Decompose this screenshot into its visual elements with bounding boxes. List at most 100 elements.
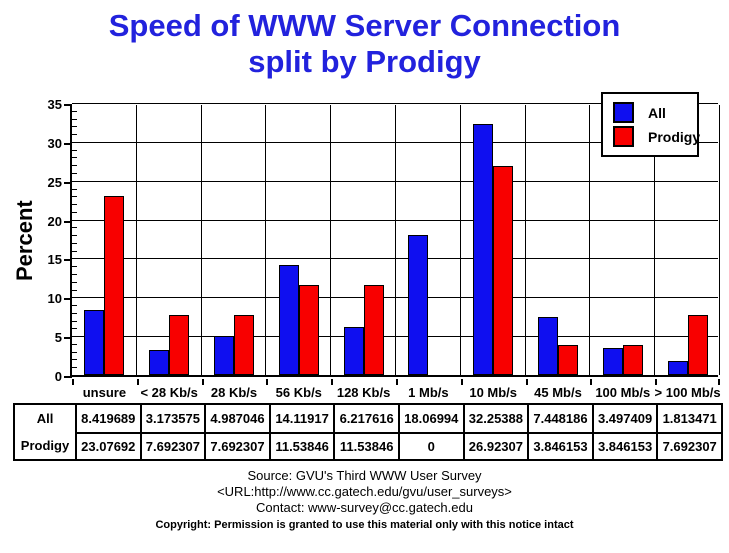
ytick-minor-24 <box>72 188 77 190</box>
chart-title: Speed of WWW Server Connection split by … <box>0 8 729 80</box>
xtick-0 <box>72 379 74 385</box>
ytick-label-15: 15 <box>47 252 62 268</box>
ytick-label-35: 35 <box>47 97 62 112</box>
xtick-7 <box>525 379 528 385</box>
ytick-minor-2 <box>72 359 77 361</box>
legend-swatch-all <box>613 102 634 123</box>
bar-all-5 <box>408 235 429 375</box>
table-cell-prodigy-1: 7.692307 <box>139 432 205 459</box>
bar-all-7 <box>538 317 558 375</box>
xcat-label-0: unsure <box>82 385 127 400</box>
xtick-3 <box>266 379 269 385</box>
xtick-5 <box>396 379 398 385</box>
xtick-6 <box>460 379 463 385</box>
bar-prodigy-0 <box>104 196 125 375</box>
bar-prodigy-7 <box>558 345 578 375</box>
table-cell-all-9: 1.813471 <box>656 405 721 432</box>
gridline-x-3 <box>265 105 267 375</box>
gridline-x-9 <box>654 105 656 375</box>
table-cell-prodigy-5: 0 <box>397 432 463 459</box>
footer-contact: Contact: www-survey@cc.gatech.edu <box>256 500 473 515</box>
gridline-x-4 <box>330 105 332 375</box>
ytick-minor-23 <box>72 196 77 198</box>
xcat-label-9: > 100 Mb/s <box>654 385 721 400</box>
bar-all-0 <box>84 310 105 375</box>
bar-all-8 <box>602 348 623 375</box>
table-cell-prodigy-0: 23.07692 <box>75 432 140 459</box>
legend-entry-prodigy: Prodigy <box>613 126 700 147</box>
table-cell-prodigy-3: 11.53846 <box>268 432 334 459</box>
bar-prodigy-9 <box>687 315 708 375</box>
table-cell-all-6: 32.25388 <box>462 405 528 432</box>
ytick-minor-17 <box>72 242 77 244</box>
bar-prodigy-6 <box>493 166 514 375</box>
xtick-2 <box>201 379 204 385</box>
xcat-label-7: 45 Mb/s <box>534 385 582 400</box>
chart-title-line2: split by Prodigy <box>248 44 481 79</box>
xcat-label-5: 1 Mb/s <box>408 385 449 400</box>
table-row-label-prodigy: Prodigy <box>20 438 70 453</box>
ytick-minor-27 <box>72 165 77 167</box>
ytick-minor-1 <box>72 367 77 369</box>
xcat-label-8: 100 Mb/s <box>595 385 651 400</box>
ytick-minor-12 <box>72 281 77 283</box>
table-cell-prodigy-9: 7.692307 <box>656 432 721 459</box>
xcat-label-3: 56 Kb/s <box>275 385 322 400</box>
xtick-9 <box>655 379 658 385</box>
xcat-label-2: 28 Kb/s <box>210 385 258 400</box>
bar-prodigy-4 <box>363 285 384 375</box>
legend-label-all: All <box>648 104 666 121</box>
legend-entry-all: All <box>613 102 697 123</box>
ytick-minor-22 <box>72 204 77 206</box>
ytick-label-25: 25 <box>47 174 62 190</box>
ytick-minor-3 <box>72 351 77 353</box>
gridline-x-7 <box>524 105 526 375</box>
ytick-minor-4 <box>72 343 77 345</box>
gridline-x-8 <box>589 105 591 375</box>
ytick-15 <box>64 259 72 262</box>
bar-prodigy-1 <box>169 315 190 375</box>
gridline-x-1 <box>135 105 137 375</box>
table-row-label-all: All <box>36 411 54 426</box>
ytick-minor-31 <box>72 134 77 136</box>
xtick-10 <box>718 379 720 385</box>
xcat-label-6: 10 Mb/s <box>469 385 518 400</box>
ytick-minor-6 <box>72 328 77 330</box>
ytick-label-0: 0 <box>54 369 62 384</box>
xcat-label-1: < 28 Kb/s <box>140 385 198 400</box>
ytick-10 <box>64 298 72 301</box>
bar-all-6 <box>473 124 494 375</box>
table-cell-all-2: 4.987046 <box>204 405 269 432</box>
ytick-minor-34 <box>72 110 77 112</box>
bar-prodigy-2 <box>234 315 254 375</box>
ytick-5 <box>64 337 72 340</box>
bar-prodigy-3 <box>298 285 319 375</box>
data-table: All 8.419689 3.173575 4.987046 14.11917 6.217… <box>13 403 723 461</box>
ytick-label-10: 10 <box>47 291 62 307</box>
ytick-35 <box>64 104 72 106</box>
ytick-0 <box>64 376 72 378</box>
table-cell-all-3: 14.11917 <box>268 405 334 432</box>
table-cell-prodigy-8: 3.846153 <box>591 432 657 459</box>
chart-title-line1: Speed of WWW Server Connection <box>108 8 621 43</box>
ytick-minor-29 <box>72 149 77 151</box>
legend: All Prodigy <box>601 92 700 157</box>
ytick-minor-19 <box>72 227 77 229</box>
bar-prodigy-8 <box>622 345 643 375</box>
footer-url: <URL:http://www.cc.gatech.edu/gvu/user_s… <box>217 484 512 499</box>
xtick-8 <box>590 379 593 385</box>
bar-all-9 <box>667 361 688 375</box>
ytick-minor-18 <box>72 235 77 237</box>
ytick-minor-32 <box>72 126 77 128</box>
bar-all-4 <box>343 327 364 375</box>
ytick-minor-33 <box>72 118 77 120</box>
ytick-label-20: 20 <box>47 213 62 229</box>
gridline-x-5 <box>395 105 396 375</box>
ytick-label-5: 5 <box>54 330 62 346</box>
ytick-label-30: 30 <box>47 135 62 151</box>
bar-all-3 <box>278 265 299 375</box>
footer-source: Source: GVU's Third WWW User Survey <box>247 468 482 483</box>
table-cell-all-8: 3.497409 <box>591 405 657 432</box>
ytick-25 <box>64 181 72 184</box>
table-cell-all-0: 8.419689 <box>75 405 140 432</box>
